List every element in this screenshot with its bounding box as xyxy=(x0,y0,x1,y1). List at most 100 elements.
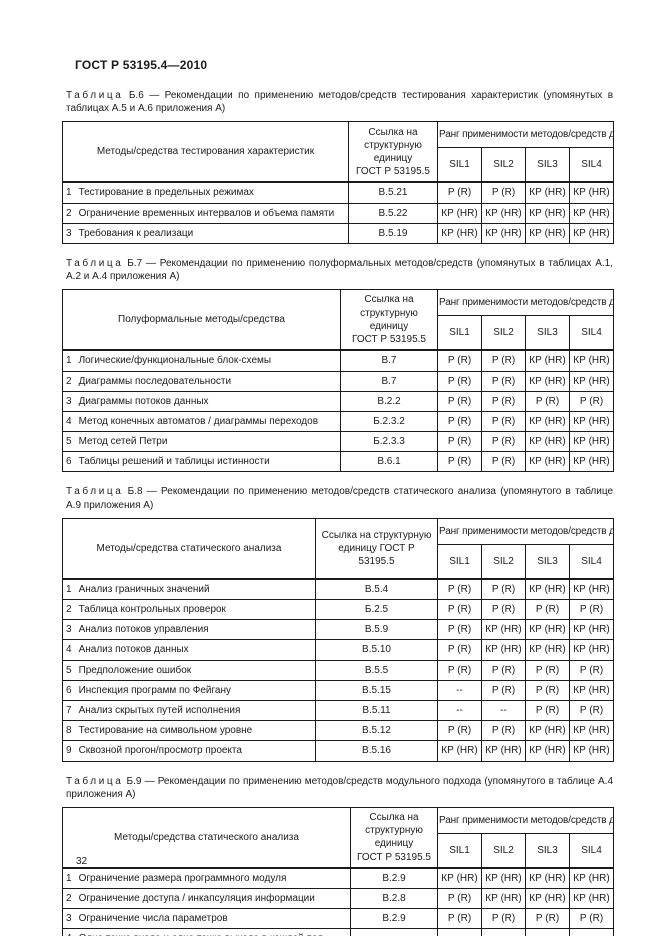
sil-value-cell: Р (R) xyxy=(481,410,526,433)
sil-value-cell: КР (HR) xyxy=(569,181,614,204)
sil-value-cell: Р (R) xyxy=(569,659,614,681)
reference-cell: В.5.5 xyxy=(315,659,438,681)
method-name: Анализ граничных значений xyxy=(78,583,210,595)
reference-cell: В.5.16 xyxy=(315,740,438,762)
sil-value-cell: Р (R) xyxy=(569,908,614,930)
reference-cell: В.2.2 xyxy=(340,390,438,412)
row-number: 2 xyxy=(66,604,72,615)
col-header-sil3: SIL3 xyxy=(525,832,570,869)
method-name: Анализ скрытых путей исполнения xyxy=(78,704,241,716)
sil-value-cell: КР (HR) xyxy=(525,410,570,433)
method-cell: 6 Таблицы решений и таблицы истинности xyxy=(62,451,341,473)
col-header-sil3: SIL3 xyxy=(525,543,570,580)
method-cell: 1 Тестирование в предельных режимах xyxy=(62,181,349,204)
col-header-rank: Ранг применимости методов/средств для xyxy=(437,806,614,834)
sil-value-cell: КР (HR) xyxy=(437,740,482,762)
sil-value-cell: КР (HR) xyxy=(525,928,570,936)
sil-value-cell: КР (HR) xyxy=(569,928,614,936)
sil-value-cell: Р (R) xyxy=(437,390,482,412)
sil-value-cell: -- xyxy=(437,679,482,701)
col-header-methods: Методы/средства тестирования характерист… xyxy=(62,121,349,184)
reference-cell: В.7 xyxy=(340,370,438,392)
sil-value-cell: -- xyxy=(437,699,482,722)
col-header-methods: Методы/средства статического анализа xyxy=(62,517,316,580)
table-row: 1 Тестирование в предельных режимах В.5.21… xyxy=(62,181,614,204)
table-b6-section: Таблица Б.6 — Рекомендации по применению… xyxy=(62,89,614,244)
reference-cell: В.5.21 xyxy=(348,181,438,204)
sil-value-cell: КР (HR) xyxy=(481,928,526,936)
sil-value-cell: Р (R) xyxy=(481,679,526,701)
caption-label: Таблица xyxy=(66,775,124,787)
sil-value-cell: КР (HR) xyxy=(525,370,570,392)
table-row: 3 Диаграммы потоков данных В.2.2 Р (R) Р (R)… xyxy=(62,390,614,412)
reference-cell: В.5.19 xyxy=(348,222,438,244)
method-name: Диаграммы потоков данных xyxy=(78,395,209,407)
sil-value-cell: КР (HR) xyxy=(569,619,614,641)
table-b8-caption: Таблица Б.8 — Рекомендации по применению… xyxy=(66,485,613,511)
method-name: Тестирование в предельных режимах xyxy=(78,187,254,199)
method-cell: 1 Анализ граничных значений xyxy=(62,578,316,600)
col-header-sil3: SIL3 xyxy=(525,315,570,352)
table-row: 1 Анализ граничных значений В.5.4 Р (R) Р (R… xyxy=(62,578,614,600)
sil-value-cell: Р (R) xyxy=(481,598,526,621)
table-row: 7 Анализ скрытых путей исполнения В.5.11 --… xyxy=(62,699,614,722)
table-b7-section: Таблица Б.7 — Рекомендации по применению… xyxy=(62,257,614,473)
method-cell: 8 Тестирование на символьном уровне xyxy=(62,720,316,742)
sil-value-cell: КР (HR) xyxy=(437,202,482,224)
sil-value-cell: КР (HR) xyxy=(569,578,614,600)
caption-label: Таблица xyxy=(66,90,124,101)
method-cell: 9 Сквозной прогон/просмотр проекта xyxy=(62,740,316,762)
col-header-sil2: SIL2 xyxy=(481,543,526,580)
reference-cell: В.2.9 xyxy=(350,908,438,930)
row-number: 6 xyxy=(66,456,72,468)
sil-value-cell: КР (HR) xyxy=(481,867,526,890)
sil-value-cell: Р (R) xyxy=(437,598,482,621)
col-header-sil4: SIL4 xyxy=(569,543,614,580)
sil-value-cell: КР (HR) xyxy=(525,451,570,473)
row-number: 1 xyxy=(66,583,72,595)
sil-value-cell: Р (R) xyxy=(481,908,526,930)
reference-cell: В.5.4 xyxy=(315,578,438,600)
sil-value-cell: КР (HR) xyxy=(481,222,526,244)
method-name: Одна точка входа и одна точка выхода в к… xyxy=(66,933,327,936)
col-header-methods: Полуформальные методы/средства xyxy=(62,289,341,352)
method-cell: 5 Предположение ошибок xyxy=(62,659,316,681)
row-number: 5 xyxy=(66,664,72,676)
sil-value-cell: Р (R) xyxy=(437,578,482,600)
sil-value-cell: Р (R) xyxy=(481,370,526,392)
table-body: 1 Ограничение размера программного модуля… xyxy=(62,867,614,936)
sil-value-cell: -- xyxy=(481,699,526,722)
sil-value-cell: КР (HR) xyxy=(437,867,482,890)
sil-value-cell: КР (HR) xyxy=(569,888,614,910)
method-cell: 2 Таблица контрольных проверок xyxy=(62,598,316,621)
sil-value-cell: Р (R) xyxy=(437,888,482,910)
sil-value-cell: КР (HR) xyxy=(525,619,570,641)
table-b8-section: Таблица Б.8 — Рекомендации по применению… xyxy=(62,485,614,762)
method-name: Требования к реализаци xyxy=(78,227,194,239)
method-name: Инспекция программ по Фейгану xyxy=(78,684,231,696)
row-number: 6 xyxy=(66,684,72,696)
sil-value-cell: Р (R) xyxy=(481,181,526,204)
row-number: 9 xyxy=(66,745,72,757)
sil-value-cell: КР (HR) xyxy=(481,202,526,224)
method-name: Таблица контрольных проверок xyxy=(78,604,226,615)
method-name: Анализ потоков управления xyxy=(78,624,209,636)
method-cell: 6 Инспекция программ по Фейгану xyxy=(62,679,316,701)
row-number: 2 xyxy=(66,893,72,905)
method-name: Диаграммы последовательности xyxy=(78,375,232,387)
sil-value-cell: Р (R) xyxy=(481,431,526,453)
sil-value-cell: Р (R) xyxy=(437,619,482,641)
reference-cell: Б.2.3.3 xyxy=(340,431,438,453)
reference-cell: В.5.15 xyxy=(315,679,438,701)
col-header-reference: Ссылка на структурную единицу ГОСТ Р 531… xyxy=(350,806,438,869)
sil-value-cell: Р (R) xyxy=(525,598,570,621)
reference-cell: В.7 xyxy=(340,349,438,372)
caption-label: Таблица xyxy=(66,257,124,269)
method-name: Анализ потоков данных xyxy=(78,644,189,656)
sil-value-cell: Р (R) xyxy=(437,410,482,433)
sil-value-cell: КР (HR) xyxy=(569,410,614,433)
row-number: 1 xyxy=(66,355,72,367)
sil-value-cell: Р (R) xyxy=(437,181,482,204)
col-header-sil1: SIL1 xyxy=(437,832,482,869)
sil-value-cell: КР (HR) xyxy=(569,202,614,224)
